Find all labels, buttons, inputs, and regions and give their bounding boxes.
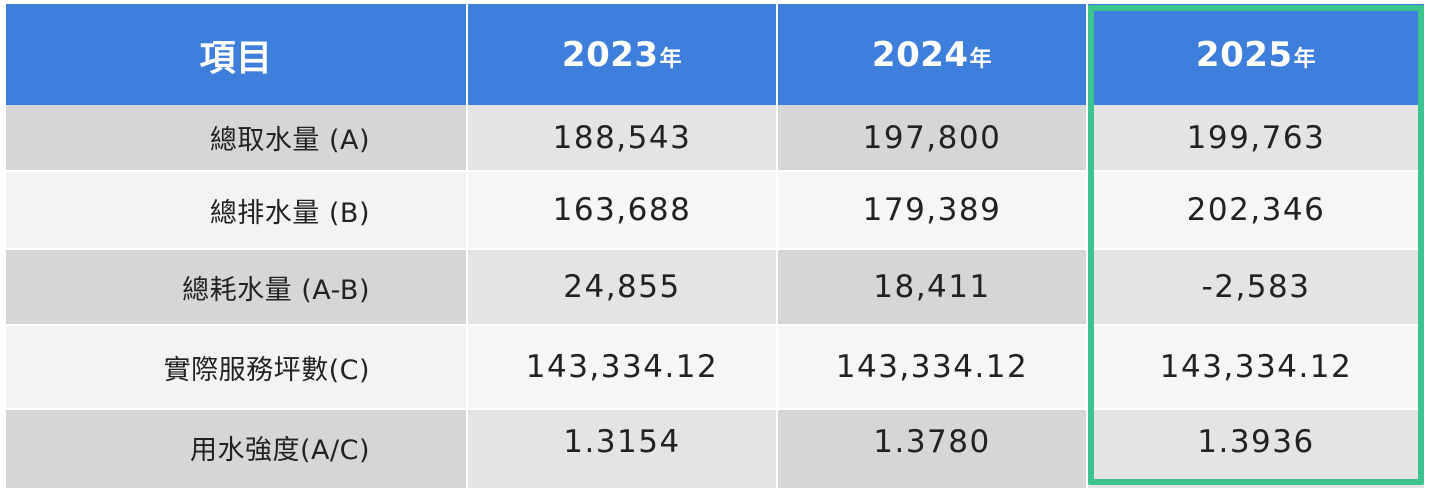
column-divider — [1086, 4, 1088, 488]
value-2023: 1.3154 — [563, 424, 681, 460]
value-2024: 18,411 — [778, 250, 1086, 324]
header-2023: 2023 年 — [468, 4, 776, 116]
header-year-unit: 年 — [659, 46, 683, 72]
header-year-unit: 年 — [969, 46, 993, 72]
value-2024: 197,800 — [778, 105, 1086, 170]
value-2024: 179,389 — [862, 192, 1002, 228]
value-2025: -2,583 — [1201, 269, 1311, 305]
table-row: 用水強度(A/C) 1.3154 1.3780 1.3936 — [6, 410, 1424, 488]
value-2024: 143,334.12 — [835, 349, 1029, 385]
header-year-label: 2025 — [1195, 34, 1293, 75]
column-divider — [466, 4, 468, 488]
table-row: 總排水量 (B) 163,688 179,389 202,346 — [6, 172, 1424, 248]
value-2024: 1.3780 — [778, 410, 1086, 488]
header-year-label: 2023 — [561, 34, 659, 75]
value-2025: 1.3936 — [1197, 424, 1315, 460]
value-2025: 143,334.12 — [1159, 349, 1353, 385]
value-2023: 24,855 — [563, 269, 681, 305]
row-label: 總耗水量 (A-B) — [6, 250, 466, 324]
value-2025: 202,346 — [1186, 192, 1326, 228]
table-row: 總耗水量 (A-B) 24,855 18,411 -2,583 — [6, 250, 1424, 324]
header-year-unit: 年 — [1293, 46, 1317, 72]
row-label: 實際服務坪數(C) — [6, 326, 466, 408]
row-label: 總排水量 (B) — [6, 172, 466, 248]
header-item: 項目 — [6, 4, 466, 105]
header-year-label: 2024 — [871, 34, 969, 75]
value-2023: 188,543 — [552, 119, 692, 156]
row-label: 用水強度(A/C) — [6, 410, 466, 488]
row-label: 總取水量 (A) — [6, 105, 466, 170]
value-2025: 199,763 — [1186, 119, 1326, 156]
header-item-label: 項目 — [199, 37, 273, 79]
header-2025: 2025 年 — [1088, 4, 1424, 116]
header-2024: 2024 年 — [778, 4, 1086, 116]
table-row: 總取水量 (A) 188,543 197,800 199,763 — [6, 105, 1424, 170]
value-2023: 143,334.12 — [525, 349, 719, 385]
value-2023: 163,688 — [552, 192, 692, 228]
table-row: 實際服務坪數(C) 143,334.12 143,334.12 143,334.… — [6, 326, 1424, 408]
column-divider — [776, 4, 778, 488]
